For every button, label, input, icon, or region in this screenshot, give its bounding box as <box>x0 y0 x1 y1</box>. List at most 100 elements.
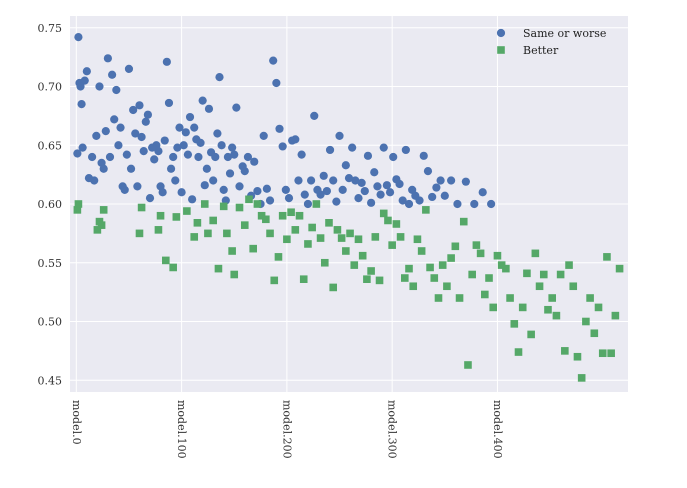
point-same-or-worse <box>363 151 373 160</box>
point-better <box>73 206 82 214</box>
point-better <box>430 274 439 282</box>
point-better <box>539 270 548 279</box>
point-better <box>375 276 384 285</box>
point-same-or-worse <box>262 184 271 193</box>
point-better <box>209 216 217 225</box>
point-better <box>481 290 489 299</box>
point-better <box>590 329 599 338</box>
point-same-or-worse <box>129 105 138 115</box>
y-axis: 0.45 0.50 0.55 0.60 0.65 0.70 0.75 <box>38 22 63 388</box>
point-same-or-worse <box>385 188 395 197</box>
point-better <box>615 264 624 273</box>
point-better <box>190 233 199 241</box>
x-tick-label: model.0 <box>70 400 83 445</box>
point-same-or-worse <box>126 164 136 173</box>
legend-label-better: Better <box>523 44 559 57</box>
point-same-or-worse <box>221 196 230 205</box>
point-better <box>245 195 253 204</box>
point-same-or-worse <box>204 104 214 113</box>
point-same-or-worse <box>160 136 169 145</box>
point-same-or-worse <box>185 112 195 122</box>
point-better <box>561 347 569 355</box>
legend-marker-same-or-worse <box>496 28 506 38</box>
point-same-or-worse <box>389 152 398 162</box>
point-same-or-worse <box>139 147 148 156</box>
point-same-or-worse <box>269 56 278 65</box>
point-same-or-worse <box>225 169 235 178</box>
point-same-or-worse <box>341 161 350 170</box>
point-better <box>287 208 295 217</box>
point-same-or-worse <box>124 64 134 73</box>
point-same-or-worse <box>122 150 131 159</box>
point-better <box>172 213 181 221</box>
y-tick-label: 0.50 <box>38 316 63 329</box>
point-same-or-worse <box>338 185 347 194</box>
point-same-or-worse <box>217 141 226 150</box>
point-same-or-worse <box>300 190 309 199</box>
point-better <box>283 235 291 244</box>
point-better <box>316 234 325 242</box>
point-better <box>451 242 460 251</box>
point-same-or-worse <box>281 185 290 194</box>
point-same-or-worse <box>275 124 284 133</box>
point-same-or-worse <box>213 129 222 138</box>
point-better <box>74 200 83 208</box>
point-same-or-worse <box>322 186 331 196</box>
point-same-or-worse <box>88 152 97 162</box>
point-better <box>577 374 586 382</box>
point-better <box>552 311 561 320</box>
point-better <box>337 234 346 242</box>
point-same-or-worse <box>370 168 379 177</box>
y-tick-label: 0.60 <box>38 198 63 211</box>
point-better <box>506 294 514 302</box>
point-same-or-worse <box>367 198 376 207</box>
point-same-or-worse <box>95 82 104 91</box>
y-tick-label: 0.75 <box>38 22 63 35</box>
point-same-or-worse <box>202 164 211 173</box>
point-same-or-worse <box>179 141 188 150</box>
point-same-or-worse <box>306 176 316 185</box>
point-same-or-worse <box>303 199 313 209</box>
point-same-or-worse <box>478 188 487 197</box>
point-same-or-worse <box>278 142 287 151</box>
point-same-or-worse <box>164 98 174 108</box>
point-same-or-worse <box>194 152 203 162</box>
point-same-or-worse <box>150 155 159 164</box>
point-same-or-worse <box>135 101 144 110</box>
point-same-or-worse <box>265 196 275 205</box>
point-better <box>358 251 367 260</box>
point-better <box>299 275 308 283</box>
point-better <box>464 361 472 369</box>
point-better <box>183 207 191 215</box>
point-same-or-worse <box>196 138 205 147</box>
point-same-or-worse <box>319 171 328 180</box>
point-same-or-worse <box>77 100 86 109</box>
point-same-or-worse <box>395 179 404 189</box>
point-same-or-worse <box>223 152 233 162</box>
point-better <box>354 235 363 244</box>
point-better <box>363 275 371 283</box>
point-better <box>502 264 510 273</box>
point-same-or-worse <box>200 181 209 190</box>
point-better <box>535 282 544 291</box>
point-better <box>333 226 342 234</box>
point-same-or-worse <box>103 54 113 63</box>
point-same-or-worse <box>440 191 449 200</box>
point-same-or-worse <box>259 131 268 140</box>
y-tick-label: 0.70 <box>38 81 63 94</box>
x-tick-label: model.100 <box>175 400 188 459</box>
point-better <box>270 276 279 285</box>
point-better <box>278 211 287 220</box>
point-same-or-worse <box>382 181 392 190</box>
legend-marker-better <box>497 46 505 54</box>
point-better <box>489 303 498 312</box>
point-better <box>405 264 413 273</box>
point-same-or-worse <box>198 96 207 105</box>
point-better <box>544 305 552 314</box>
point-same-or-worse <box>209 176 218 185</box>
point-same-or-worse <box>105 152 115 162</box>
point-better <box>401 274 409 282</box>
point-same-or-worse <box>436 176 445 185</box>
point-better <box>162 256 170 265</box>
